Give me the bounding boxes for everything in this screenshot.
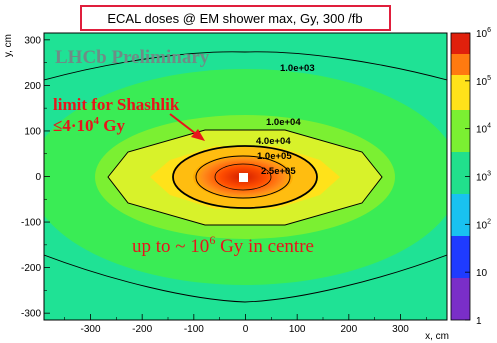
- colorbar-seg-4: [451, 152, 470, 194]
- y-tick-label: 0: [35, 172, 41, 183]
- contour-2e5: [214, 163, 272, 191]
- y-tick-label: -200: [21, 263, 41, 274]
- lhcb-preliminary-label: LHCb Preliminary: [55, 47, 210, 68]
- centre-dose-annotation: up to ~ 106 Gy in centre: [132, 233, 314, 257]
- colorbar-seg-3: [451, 194, 470, 236]
- shashlik-limit-line2: ≤4·104 Gy: [53, 115, 125, 135]
- colorbar-tick-label: 10: [476, 268, 488, 279]
- colorbar-tick-label: 104: [476, 123, 491, 136]
- contour-1e3-lower: [44, 254, 447, 303]
- y-tick-label: 100: [24, 126, 41, 137]
- colorbar-tick-label: 102: [476, 218, 491, 231]
- x-tick-label: -100: [184, 324, 204, 335]
- colorbar-seg-7: [451, 54, 470, 75]
- colorbar-tick-label: 106: [476, 27, 491, 40]
- colorbar-tick-label: 103: [476, 171, 491, 184]
- colorbar-seg-8: [451, 33, 470, 54]
- colorbar-seg-2: [451, 236, 470, 278]
- y-tick-label: -100: [21, 218, 41, 229]
- centre-dose-value: up to ~ 10: [132, 236, 209, 257]
- y-tick-label: 300: [24, 35, 41, 46]
- x-axis-label: x, cm: [425, 331, 449, 342]
- x-tick-label: 200: [340, 324, 357, 335]
- beam-hole: [239, 173, 248, 182]
- x-tick-label: -300: [80, 324, 100, 335]
- y-tick-label: 200: [24, 81, 41, 92]
- shashlik-limit-unit: Gy: [99, 116, 125, 135]
- colorbar-seg-5: [451, 110, 470, 152]
- contour-label-1e4: 1.0e+04: [266, 117, 301, 128]
- x-tick-label: 0: [243, 324, 249, 335]
- colorbar: 1 10 102 103 104 105 106: [450, 27, 491, 327]
- shashlik-arrow: [169, 113, 205, 141]
- colorbar-seg-1: [451, 278, 470, 320]
- title-box: [80, 5, 391, 31]
- y-axis-ticks: 300 200 100 0 -100 -200 -300: [21, 35, 50, 320]
- contour-1e4: [107, 129, 383, 226]
- contour-4e4: [172, 145, 318, 209]
- colorbar-seg-6: [451, 75, 470, 110]
- shashlik-limit-value: ≤4·10: [53, 116, 94, 135]
- contour-label-2p5e5: 2.5e+05: [261, 166, 296, 177]
- colorbar-tick-label: 105: [476, 75, 491, 88]
- y-tick-label: -300: [21, 309, 41, 320]
- colorbar-ticks: 1 10 102 103 104 105 106: [465, 27, 491, 327]
- contour-1e5: [195, 155, 291, 199]
- contour-1e3: [44, 51, 447, 81]
- heatmap-bands: [44, 33, 447, 320]
- x-axis-ticks: -300 -200 -100 0 100 200 300: [64, 314, 427, 335]
- shashlik-limit-line1: limit for Shashlik: [53, 95, 180, 114]
- centre-dose-unit: Gy in centre: [215, 236, 314, 257]
- colorbar-tick-label: 1: [476, 316, 482, 327]
- x-tick-label: 300: [392, 324, 409, 335]
- contour-label-1e3: 1.0e+03: [280, 63, 315, 74]
- contour-label-4e4: 4.0e+04: [256, 136, 291, 147]
- contour-label-1e5: 1.0e+05: [257, 151, 292, 162]
- contour-lines: [44, 51, 447, 303]
- y-axis-label: y, cm: [3, 34, 14, 57]
- chart-title: ECAL doses @ EM shower max, Gy, 300 /fb: [107, 11, 362, 26]
- contour-labels: 1.0e+03 1.0e+04 4.0e+04 1.0e+05 2.5e+05: [256, 63, 315, 177]
- shashlik-limit-exponent: 4: [94, 115, 100, 127]
- x-tick-label: 100: [289, 324, 306, 335]
- x-tick-label: -200: [132, 324, 152, 335]
- centre-dose-exponent: 6: [209, 233, 215, 247]
